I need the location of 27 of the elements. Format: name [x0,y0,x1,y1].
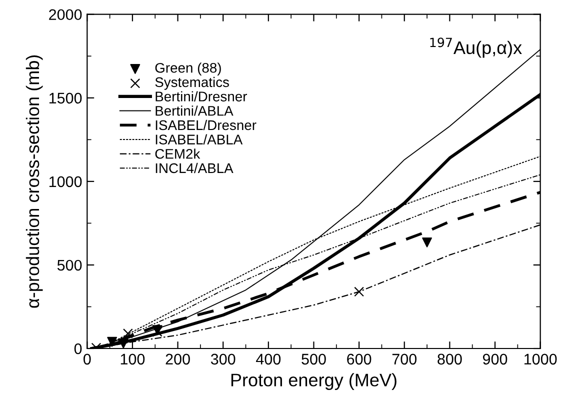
x-tick-label: 700 [392,354,417,365]
y-tick-label: 1000 [49,176,82,188]
y-tick-label: 1500 [49,92,82,104]
y-axis-title: α-production cross-section (mb) [26,55,43,308]
x-tick-label: 400 [256,354,281,365]
x-tick-label: 100 [120,354,145,365]
x-tick-label: 500 [302,354,326,365]
x-tick-label: 800 [438,354,462,365]
x-tick-label: 200 [166,354,190,365]
x-tick-label: 900 [482,354,508,365]
legend-label: INCL4/ABLA [156,162,234,174]
x-tick-label: 300 [210,354,236,365]
legend-label: Bertini/Dresner [156,91,248,102]
legend-label: ISABEL/ABLA [156,134,243,144]
legend-label: CEM2k [155,148,200,159]
x-tick-label: 1000 [524,354,557,365]
x-tick-label: 600 [347,354,372,365]
y-tick-label: 0 [74,343,82,354]
legend-label: Systematics [155,76,229,90]
legend-label: ISABEL/Dresner [156,120,256,130]
legend-label: Bertini/ABLA [156,106,234,116]
y-tick-label: 2000 [49,9,82,20]
x-tick-label: 0 [84,354,91,365]
legend-label: Green (88) [155,62,221,76]
x-axis-title: Proton energy (MeV) [231,373,396,390]
annotation: $^{197}$Au(p,α)x [430,38,522,58]
y-tick-label: 500 [57,260,82,271]
